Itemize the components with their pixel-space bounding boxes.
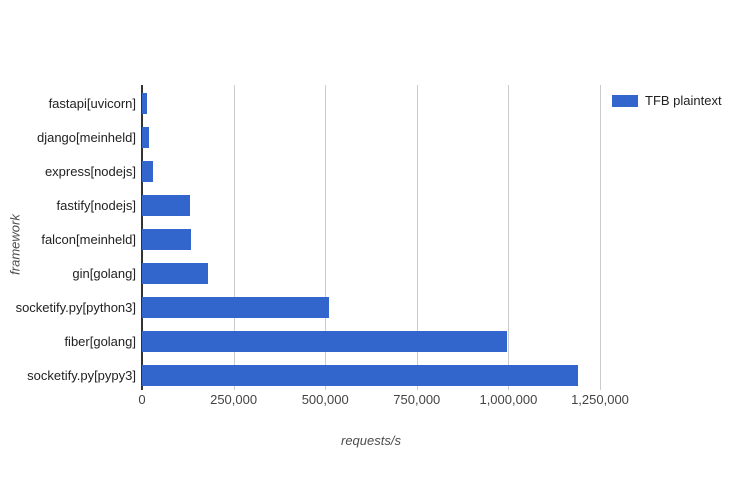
gridline (416, 85, 418, 390)
bar-django[meinheld] (142, 127, 150, 149)
bar-falcon[meinheld] (142, 229, 191, 250)
x-tick-label: 1,000,000 (479, 392, 538, 407)
bar-fastapi[uvicorn] (142, 93, 148, 115)
category-label: fastapi[uvicorn] (48, 96, 136, 112)
x-tick-label: 1,250,000 (571, 392, 629, 407)
gridline (600, 85, 601, 390)
category-label: socketify.py[python3] (15, 299, 136, 315)
category-label: django[meinheld] (36, 130, 136, 146)
legend-label: TFB plaintext (645, 93, 722, 108)
category-label: fastify[nodejs] (56, 198, 137, 214)
gridline (508, 85, 510, 390)
gridline (325, 85, 327, 390)
legend: TFB plaintext (612, 93, 722, 108)
category-label: falcon[meinheld] (41, 232, 136, 247)
bar-socketify.py[python3] (142, 296, 329, 318)
category-label: express[nodejs] (44, 164, 136, 180)
legend-swatch (612, 94, 638, 107)
x-tick-label: 500,000 (301, 392, 349, 407)
bar-socketify.py[pypy3] (142, 364, 579, 386)
bar-express[nodejs] (142, 161, 153, 183)
category-label: gin[golang] (72, 265, 136, 281)
x-tick-label: 250,000 (210, 392, 258, 407)
bar-fastify[nodejs] (142, 195, 190, 217)
gridline (233, 85, 235, 390)
bar-gin[golang] (142, 262, 208, 284)
bar-fiber[golang] (142, 330, 507, 352)
category-label: socketify.py[pypy3] (27, 367, 136, 383)
x-tick-label: 0 (138, 392, 146, 407)
x-axis-title: requests/s (341, 433, 401, 448)
category-label: fiber[golang] (64, 333, 136, 349)
plot-area (141, 85, 601, 390)
x-tick-label: 750,000 (393, 392, 441, 407)
